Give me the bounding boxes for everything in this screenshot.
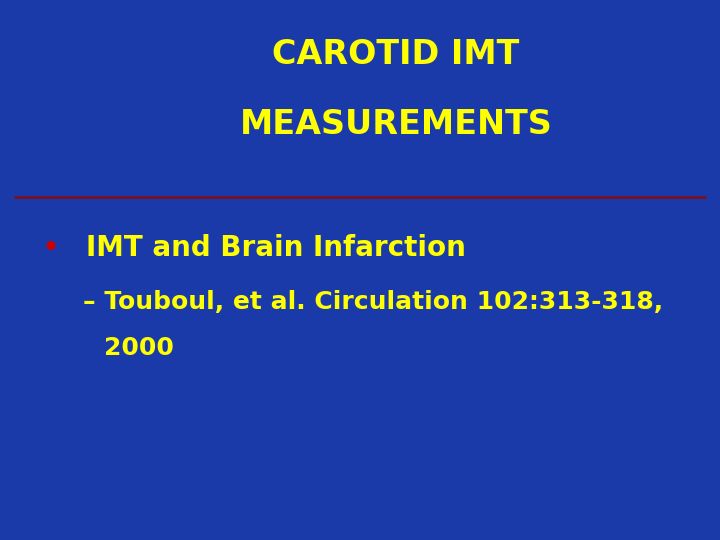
Text: CAROTID IMT: CAROTID IMT — [272, 38, 520, 71]
Text: MEASUREMENTS: MEASUREMENTS — [240, 108, 552, 141]
Text: •: • — [41, 234, 60, 263]
Text: 2000: 2000 — [104, 336, 174, 360]
Text: – Touboul, et al. Circulation 102:313-318,: – Touboul, et al. Circulation 102:313-31… — [83, 291, 663, 314]
Text: IMT and Brain Infarction: IMT and Brain Infarction — [86, 234, 467, 262]
